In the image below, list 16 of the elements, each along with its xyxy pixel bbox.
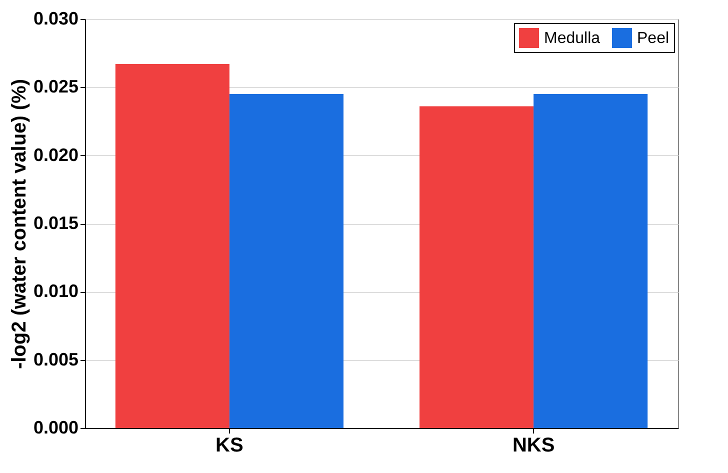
x-tick-label: NKS [512, 434, 555, 456]
y-tick-label: 0.015 [33, 213, 78, 233]
y-tick-label: 0.030 [33, 8, 78, 28]
y-axis-title: -log2 (water content value) (%) [8, 78, 30, 370]
x-tick-label: KS [216, 434, 244, 456]
bar [229, 94, 344, 428]
y-tick-label: 0.020 [33, 144, 78, 165]
y-tick-label: 0.010 [33, 281, 78, 302]
bar [420, 106, 534, 428]
bar [534, 94, 648, 428]
y-tick-label: 0.025 [33, 76, 78, 97]
y-tick-label: 0.005 [33, 349, 78, 370]
y-tick-label: 0.000 [33, 418, 78, 438]
legend-label: Medulla [544, 30, 600, 47]
bar [115, 64, 230, 428]
legend-label: Peel [637, 30, 670, 47]
